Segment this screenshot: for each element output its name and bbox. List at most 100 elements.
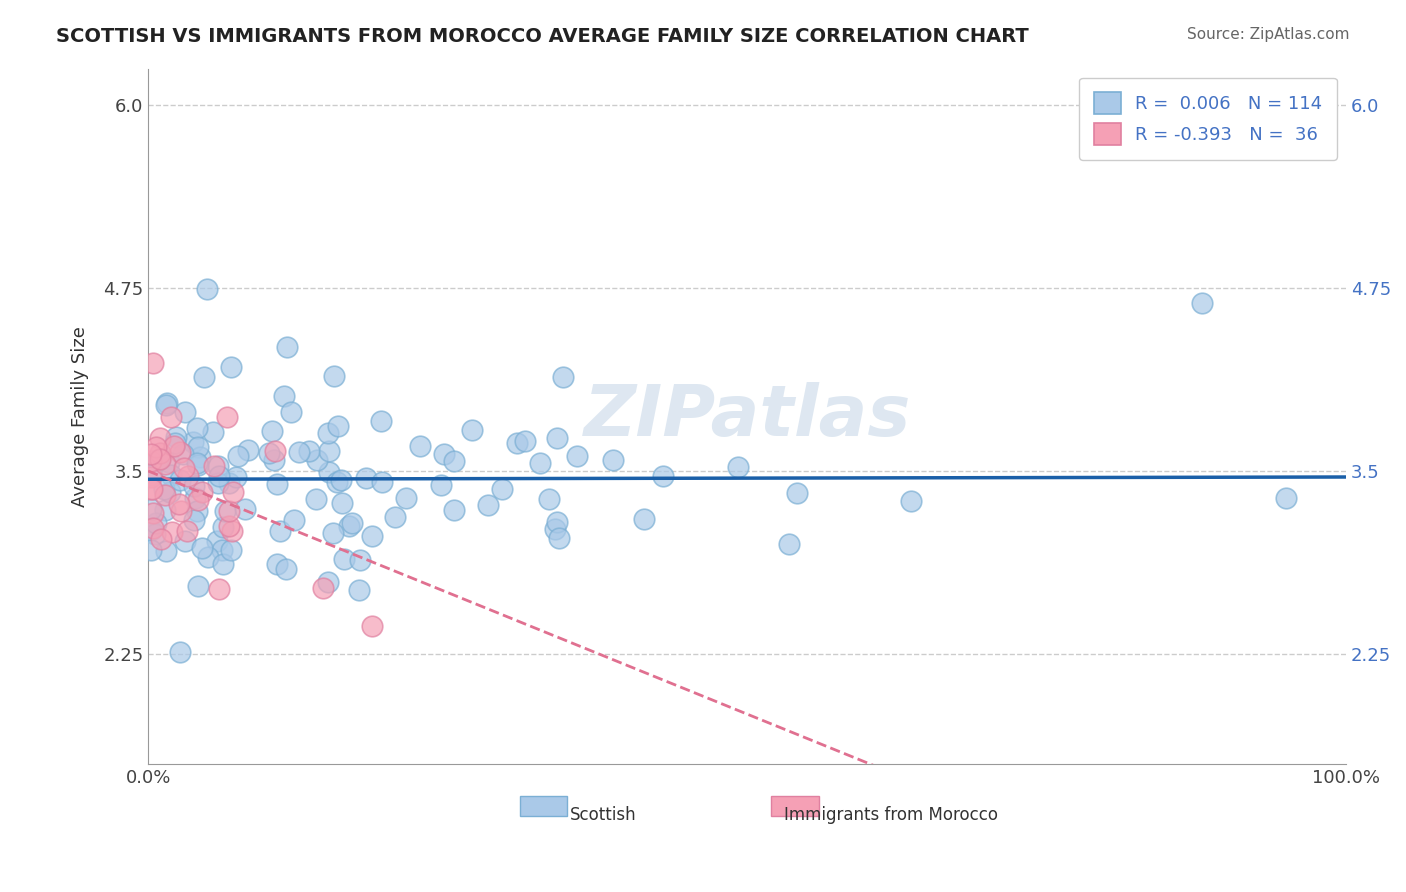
Point — [260, 424, 283, 438]
Point — [633, 512, 655, 526]
Point — [145, 441, 167, 455]
Point — [443, 454, 465, 468]
Point — [197, 549, 219, 564]
Point — [551, 369, 574, 384]
Point — [546, 515, 568, 529]
Point — [191, 541, 214, 555]
Point — [153, 483, 176, 497]
Point — [139, 469, 162, 483]
Text: ZIPatlas: ZIPatlas — [583, 382, 911, 450]
Point — [195, 282, 218, 296]
FancyBboxPatch shape — [770, 796, 818, 816]
Point — [318, 425, 340, 440]
Point — [395, 491, 418, 505]
Point — [174, 534, 197, 549]
Point — [143, 527, 166, 541]
Point — [307, 452, 329, 467]
Point — [273, 388, 295, 402]
Point — [900, 494, 922, 508]
Point — [187, 458, 209, 473]
Point — [409, 439, 432, 453]
Point — [141, 468, 163, 483]
Point — [187, 440, 209, 454]
Point — [333, 552, 356, 566]
Point — [257, 445, 280, 459]
Point — [212, 520, 235, 534]
Text: SCOTTISH VS IMMIGRANTS FROM MOROCCO AVERAGE FAMILY SIZE CORRELATION CHART: SCOTTISH VS IMMIGRANTS FROM MOROCCO AVER… — [56, 27, 1029, 45]
Point — [548, 531, 571, 545]
Point — [433, 447, 456, 461]
Point — [160, 468, 183, 483]
Point — [546, 432, 568, 446]
Point — [288, 445, 311, 459]
Point — [786, 485, 808, 500]
Point — [651, 469, 673, 483]
Point — [233, 502, 256, 516]
Point — [323, 369, 346, 384]
Point — [207, 475, 229, 490]
Point — [361, 618, 384, 632]
Point — [163, 435, 186, 450]
Point — [276, 340, 298, 354]
Point — [443, 503, 465, 517]
Text: Immigrants from Morocco: Immigrants from Morocco — [783, 806, 998, 824]
Point — [347, 582, 370, 597]
Point — [461, 423, 484, 437]
Point — [183, 435, 205, 450]
Point — [155, 544, 177, 558]
Point — [205, 534, 228, 549]
Point — [139, 447, 162, 461]
Point — [217, 409, 239, 424]
Point — [202, 459, 225, 474]
Point — [139, 501, 162, 516]
Point — [318, 465, 340, 479]
Point — [370, 414, 392, 428]
Point — [150, 532, 173, 546]
Point — [201, 425, 224, 439]
Point — [193, 369, 215, 384]
Point — [176, 524, 198, 538]
Point — [149, 431, 172, 445]
Point — [529, 456, 551, 470]
Point — [491, 483, 513, 497]
Point — [169, 473, 191, 487]
Point — [329, 473, 352, 487]
Point — [207, 582, 229, 596]
Point — [506, 436, 529, 450]
Point — [349, 552, 371, 566]
Point — [170, 504, 193, 518]
Point — [211, 543, 233, 558]
Point — [371, 475, 394, 489]
Point — [190, 484, 212, 499]
Point — [778, 536, 800, 550]
Point — [567, 449, 589, 463]
Point — [160, 410, 183, 425]
Point — [318, 443, 340, 458]
Point — [305, 491, 328, 506]
Text: Scottish: Scottish — [569, 806, 637, 824]
Point — [1095, 120, 1118, 134]
Point — [219, 360, 242, 375]
Point — [162, 524, 184, 539]
Point — [139, 543, 162, 558]
Point — [177, 469, 200, 483]
Point — [238, 442, 260, 457]
Point — [149, 452, 172, 467]
Point — [477, 499, 499, 513]
Point — [149, 445, 172, 459]
Point — [218, 476, 240, 491]
Point — [169, 645, 191, 659]
Point — [142, 356, 165, 370]
Point — [153, 488, 176, 502]
Point — [139, 454, 162, 468]
Text: Source: ZipAtlas.com: Source: ZipAtlas.com — [1187, 27, 1350, 42]
FancyBboxPatch shape — [519, 796, 568, 816]
Point — [221, 485, 243, 500]
Point — [219, 542, 242, 557]
Point — [544, 523, 567, 537]
Point — [269, 524, 291, 539]
Point — [186, 504, 208, 518]
Point — [211, 557, 233, 571]
Point — [263, 452, 285, 467]
Point — [183, 491, 205, 505]
